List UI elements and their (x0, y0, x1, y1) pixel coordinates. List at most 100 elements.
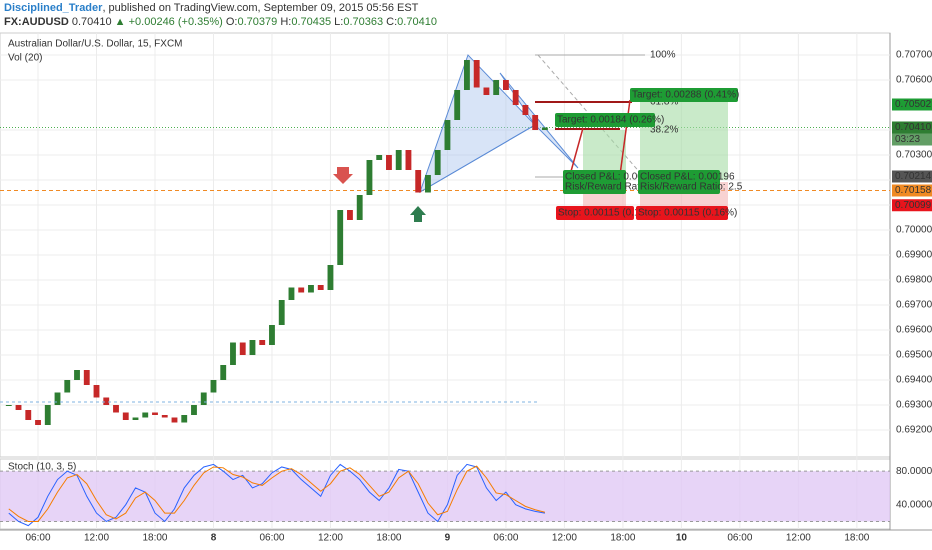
stoch-line (8, 465, 546, 522)
x-tick-label: 06:00 (493, 533, 518, 544)
c-label: C: (386, 16, 397, 28)
annotation: 38.2% (650, 125, 678, 136)
x-tick-label: 18:00 (844, 533, 869, 544)
price-label-box (892, 98, 932, 111)
candle (454, 90, 461, 120)
label-box (555, 113, 655, 127)
price-label: 0.70099 (895, 200, 932, 211)
candle (278, 300, 285, 325)
label-box (636, 206, 728, 220)
pane-border (0, 32, 891, 458)
close: 0.70410 (397, 16, 437, 28)
candle (259, 340, 266, 345)
annotation: Closed P&L: 0.0019 (565, 172, 654, 183)
candle (35, 420, 41, 425)
candle (541, 127, 548, 130)
y-tick-label: 0.70300 (896, 150, 932, 161)
candle (122, 412, 129, 420)
y-tick-label: 0.69900 (896, 250, 932, 261)
annotation: Stop: 0.00115 (0.16%) (638, 208, 737, 219)
y-tick-label: 0.69200 (896, 425, 932, 436)
y-tick-label: 0.69800 (896, 275, 932, 286)
x-tick-label: 18:00 (142, 533, 167, 544)
author[interactable]: Disciplined_Trader (4, 2, 103, 14)
annotation: Risk/Reward Ratio: 2.5 (640, 182, 743, 193)
annotation: Closed P&L: 0.00196 (640, 172, 735, 183)
header-line: Disciplined_Trader, published on Trading… (4, 2, 419, 14)
price-label: 0.70214 (895, 171, 932, 182)
annotation: Risk/Reward Ratio: (565, 182, 651, 193)
price-label-box (892, 184, 932, 197)
candle (395, 150, 402, 170)
y-tick-label: 0.70600 (896, 75, 932, 86)
annotation: Stop: 0.00115 (0.1 (558, 208, 640, 219)
sell-arrow (333, 167, 353, 184)
candle (191, 405, 197, 415)
candle (74, 370, 80, 380)
candle (239, 342, 246, 355)
candle (512, 90, 519, 105)
x-tick-label: 12:00 (552, 533, 577, 544)
candle (113, 405, 119, 413)
candle (132, 417, 139, 420)
last: 0.70410 (72, 16, 112, 28)
volume-label: Vol (20) (8, 53, 42, 64)
price-label-box (892, 170, 932, 183)
price-label: 0.70410 (895, 122, 932, 133)
candle (327, 265, 334, 290)
x-tick-label: 12:00 (318, 533, 343, 544)
x-tick-label: 12:00 (786, 533, 811, 544)
quote-line: FX:AUDUSD 0.70410 ▲ +0.00246 (+0.35%) O:… (4, 16, 437, 28)
y-tick-label: 0.69700 (896, 300, 932, 311)
candle (308, 285, 314, 293)
candle (269, 325, 275, 345)
candle (181, 415, 188, 423)
candle (210, 380, 217, 393)
candle (532, 115, 539, 130)
candle (347, 210, 353, 220)
candle (15, 405, 22, 410)
x-tick-label: 06:00 (26, 533, 51, 544)
l-label: L: (334, 16, 343, 28)
candle (44, 405, 51, 425)
candle (142, 412, 149, 418)
candle (288, 287, 295, 300)
low: 0.70363 (343, 16, 383, 28)
candle (493, 80, 500, 95)
candle (249, 340, 256, 355)
candle (220, 365, 227, 380)
candle (298, 287, 305, 293)
stoch-band (0, 471, 890, 522)
candle (464, 60, 470, 90)
stoch-tick-label: 80.0000 (896, 466, 932, 477)
annotation: Target: 0.00184 (0.26%) (557, 115, 664, 126)
candle (522, 105, 529, 115)
symbol: FX:AUDUSD (4, 16, 69, 28)
label-box (630, 88, 738, 102)
label-box (563, 180, 626, 194)
candle (386, 155, 392, 170)
change: ▲ +0.00246 (+0.35%) (115, 16, 223, 28)
x-tick-label: 06:00 (259, 533, 284, 544)
y-tick-label: 0.69500 (896, 350, 932, 361)
candle (171, 417, 178, 423)
published: , published on TradingView.com, Septembe… (102, 2, 418, 14)
pattern-xb (419, 124, 536, 193)
candle (317, 285, 324, 290)
high: 0.70435 (291, 16, 331, 28)
y-tick-label: 0.69300 (896, 400, 932, 411)
x-tick-label: 18:00 (610, 533, 635, 544)
annotation: Target: 0.00288 (0.41%) (632, 90, 739, 101)
candle (503, 80, 509, 90)
stoch-tick-label: 40.0000 (896, 499, 932, 510)
main-pane (0, 32, 891, 458)
label-box (638, 180, 720, 194)
candle (25, 410, 32, 420)
label-box (556, 206, 634, 220)
price-label-box (892, 199, 932, 212)
countdown: 03:23 (895, 134, 920, 145)
x-tick-label: 10 (676, 533, 688, 544)
trade-path (619, 99, 631, 176)
o-label: O: (226, 16, 238, 28)
open: 0.70379 (238, 16, 278, 28)
